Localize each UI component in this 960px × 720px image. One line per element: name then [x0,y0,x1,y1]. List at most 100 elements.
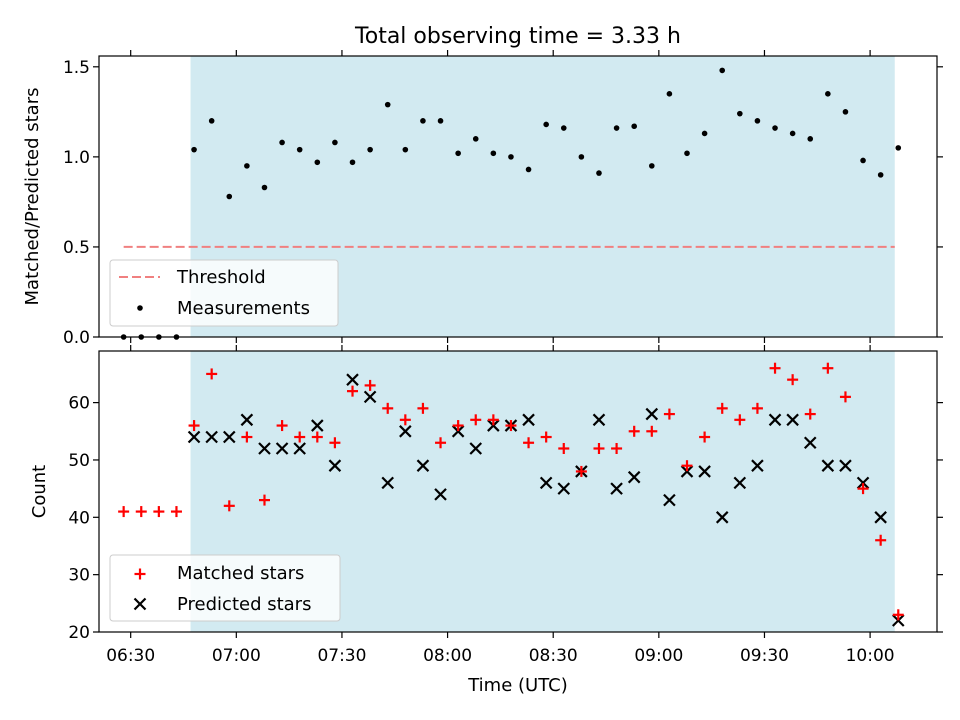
measurement-point [261,184,268,191]
matched-star-point [505,420,517,432]
predicted-x-stroke [434,488,447,501]
predicted-x-stroke [399,425,412,438]
predicted-x-stroke [874,511,887,524]
x-tick-label: 09:30 [740,646,789,666]
top-y-axis-label: Matched/Predicted stars [22,88,43,306]
measurement-point [332,139,338,146]
bottom-data-points [118,362,905,627]
top-legend-box [109,259,339,327]
predicted-star-point [539,476,553,490]
measurement-point [825,91,831,97]
bottom-y-tick-label: 50 [68,451,90,471]
predicted-x-stroke [328,459,342,472]
predicted-x-stroke [381,476,395,490]
matched-star-point [804,408,816,420]
matched-star-point [311,431,323,443]
matched-star-point [646,425,658,437]
matched-star-point [452,420,464,432]
predicted-x-stroke [751,459,764,472]
matched-star-point [435,437,447,449]
measurement-point [455,150,461,157]
predicted-star-point [346,373,359,386]
predicted-x-stroke [539,476,553,490]
measurement-point [420,118,426,124]
matched-star-point [716,402,728,414]
predicted-star-point [487,419,500,432]
predicted-x-stroke [891,614,905,627]
predicted-x-stroke [698,465,711,478]
matched-star-point [681,460,693,472]
x-tick-label: 09:00 [634,646,683,666]
bottom-panel: 20 30 40 50 60 06:30 07:00 07:30 08:00 08:30 09:0… [29,345,943,696]
matched-star-point [787,374,799,386]
predicted-x-stroke [293,442,306,455]
measurement-point [508,154,514,160]
predicted-star-point [627,470,641,484]
measurement-point [754,118,761,124]
matched-star-point [241,431,253,443]
measurement-point [296,146,303,153]
matched-star-point [135,506,147,518]
predicted-x-stroke [610,482,623,495]
x-tick-label: 08:30 [529,646,578,666]
predicted-star-point [522,413,535,427]
matched-star-point [258,494,270,506]
predicted-star-point [434,488,447,501]
predicted-star-point [293,442,306,455]
measurement-point [490,150,497,157]
matched-star-point [593,442,605,454]
measurement-point [772,125,778,131]
predicted-star-point [258,442,271,455]
matched-star-point [769,362,781,374]
measurement-point [384,101,391,108]
matched-star-point [206,368,218,380]
predicted-x-stroke [821,459,835,472]
predicted-star-point [856,476,870,490]
matched-star-point [223,500,235,512]
matched-star-point [399,414,411,426]
top-y-tick-label: 0.5 [63,238,90,258]
measurement-point [314,159,321,166]
matched-star-point [734,414,746,426]
predicted-x-stroke [786,413,799,427]
predicted-x-stroke [768,413,782,427]
predicted-x-stroke [416,459,430,472]
matched-star-point [153,506,165,518]
measurement-point [560,125,567,131]
top-y-ticks: 0.0 0.5 1.0 1.5 [63,58,943,348]
measurement-point [191,146,197,153]
measurement-point [437,118,444,124]
predicted-star-point [275,442,289,455]
bottom-y-ticks: 20 30 40 50 60 [68,394,943,643]
predicted-x-stroke [592,413,606,427]
matched-star-point [575,465,587,477]
matched-star-point [347,385,359,397]
measurement-point [226,193,233,200]
matched-star-point [875,534,887,546]
predicted-x-stroke [258,442,271,455]
measurement-point [244,163,250,169]
x-axis-label: Time (UTC) [467,675,568,696]
predicted-x-stroke [222,430,236,444]
measurement-point [367,146,373,153]
bottom-axes-frame [98,350,938,633]
legend-x-stroke [133,597,147,611]
predicted-x-stroke [663,493,676,507]
legend-threshold-label: Threshold [176,267,266,288]
predicted-star-point [891,614,905,627]
bottom-legend-box [109,554,341,622]
predicted-x-stroke [469,442,483,455]
predicted-star-point [381,476,395,490]
predicted-x-stroke [346,373,359,386]
measurement-point [472,136,479,142]
legend-measurements-swatch [137,305,143,311]
top-y-tick-label: 0.0 [63,328,90,348]
predicted-star-point [874,511,887,524]
top-legend: Threshold Measurements [109,259,339,327]
measurement-point [208,118,215,124]
predicted-x-stroke [839,459,852,472]
top-axes-frame [98,55,938,338]
matched-star-point [857,483,869,495]
legend-matched-swatch [134,568,146,580]
top-data-points [120,67,902,340]
